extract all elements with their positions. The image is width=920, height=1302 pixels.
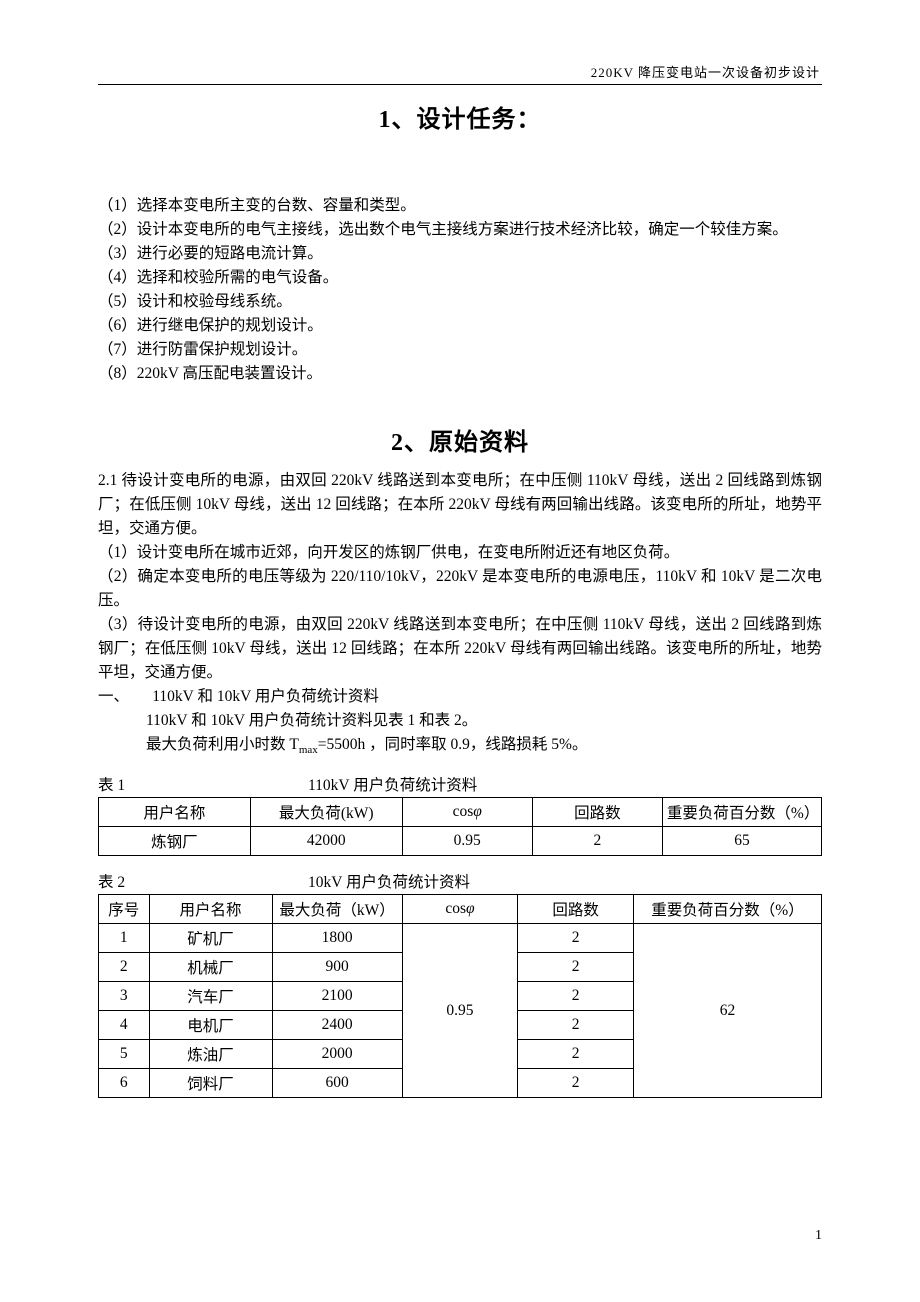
table2-caption: 10kV 用户负荷统计资料 [298, 870, 822, 892]
table2-col-name: 用户名称 [149, 895, 272, 924]
table1-header-row: 用户名称 最大负荷(kW) cosφ 回路数 重要负荷百分数（%） [99, 798, 822, 827]
table2-col-idx: 序号 [99, 895, 150, 924]
t2-name: 电机厂 [149, 1011, 272, 1040]
table1-cell-circuits: 2 [532, 827, 662, 856]
table2: 序号 用户名称 最大负荷（kW） cosφ 回路数 重要负荷百分数（%） 1 矿… [98, 894, 822, 1098]
task-item: （5）设计和校验母线系统。 [98, 290, 822, 314]
tmax-suffix: =5500h ，同时率取 0.9，线路损耗 5%。 [318, 736, 588, 753]
tmax-prefix: 最大负荷利用小时数 T [146, 736, 299, 753]
table1-col-load: 最大负荷(kW) [250, 798, 402, 827]
section-2-body: 2.1 待设计变电所的电源，由双回 220kV 线路送到本变电所；在中压侧 11… [98, 469, 822, 759]
table2-col-circuits: 回路数 [518, 895, 634, 924]
t2-idx: 6 [99, 1069, 150, 1098]
t2-idx: 1 [99, 924, 150, 953]
task-item: （7）进行防雷保护规划设计。 [98, 338, 822, 362]
task-item: （1）选择本变电所主变的台数、容量和类型。 [98, 194, 822, 218]
table2-caption-row: 表 2 10kV 用户负荷统计资料 [98, 870, 822, 892]
page-number: 1 [815, 1228, 822, 1244]
t2-load: 2000 [272, 1040, 402, 1069]
section-2-intro: 2.1 待设计变电所的电源，由双回 220kV 线路送到本变电所；在中压侧 11… [98, 469, 822, 541]
table1-cell-name: 炼钢厂 [99, 827, 251, 856]
t2-load: 1800 [272, 924, 402, 953]
section-2-p3: （3）待设计变电所的电源，由双回 220kV 线路送到本变电所；在中压侧 110… [98, 613, 822, 685]
subsection-one-line2: 最大负荷利用小时数 Tmax=5500h ，同时率取 0.9，线路损耗 5%。 [98, 733, 822, 759]
table2-label: 表 2 [98, 870, 298, 892]
t2-circ: 2 [518, 1011, 634, 1040]
table1-col-name: 用户名称 [99, 798, 251, 827]
section-2-p1: （1）设计变电所在城市近郊，向开发区的炼钢厂供电，在变电所附近还有地区负荷。 [98, 541, 822, 565]
table1-col-pct: 重要负荷百分数（%） [662, 798, 821, 827]
t2-name: 饲料厂 [149, 1069, 272, 1098]
table1-label: 表 1 [98, 773, 298, 795]
tmax-subscript: max [299, 744, 318, 756]
table2-col-load: 最大负荷（kW） [272, 895, 402, 924]
table1-caption-row: 表 1 110kV 用户负荷统计资料 [98, 773, 822, 795]
task-item: （6）进行继电保护的规划设计。 [98, 314, 822, 338]
running-header: 220KV 降压变电站一次设备初步设计 [98, 62, 822, 85]
t2-cos-merged: 0.95 [402, 924, 518, 1098]
section-1-list: （1）选择本变电所主变的台数、容量和类型。 （2）设计本变电所的电气主接线，选出… [98, 194, 822, 386]
t2-load: 900 [272, 953, 402, 982]
t2-name: 矿机厂 [149, 924, 272, 953]
subsection-one-line1: 110kV 和 10kV 用户负荷统计资料见表 1 和表 2。 [98, 709, 822, 733]
t2-circ: 2 [518, 924, 634, 953]
table2-row: 1 矿机厂 1800 0.95 2 62 [99, 924, 822, 953]
t2-name: 炼油厂 [149, 1040, 272, 1069]
t2-pct-merged: 62 [633, 924, 821, 1098]
t2-idx: 3 [99, 982, 150, 1011]
t2-load: 2400 [272, 1011, 402, 1040]
task-item: （8）220kV 高压配电装置设计。 [98, 362, 822, 386]
subsection-one-label: 一、 110kV 和 10kV 用户负荷统计资料 [98, 685, 822, 709]
table1-caption: 110kV 用户负荷统计资料 [298, 773, 822, 795]
table1-cell-cos: 0.95 [402, 827, 532, 856]
t2-circ: 2 [518, 1069, 634, 1098]
task-item: （4）选择和校验所需的电气设备。 [98, 266, 822, 290]
t2-circ: 2 [518, 953, 634, 982]
task-item: （3）进行必要的短路电流计算。 [98, 242, 822, 266]
table1-col-cos: cosφ [402, 798, 532, 827]
table2-header-row: 序号 用户名称 最大负荷（kW） cosφ 回路数 重要负荷百分数（%） [99, 895, 822, 924]
table1-data-row: 炼钢厂 42000 0.95 2 65 [99, 827, 822, 856]
t2-idx: 5 [99, 1040, 150, 1069]
section-2-p2: （2）确定本变电所的电压等级为 220/110/10kV，220kV 是本变电所… [98, 565, 822, 613]
table2-col-cos: cosφ [402, 895, 518, 924]
t2-idx: 2 [99, 953, 150, 982]
table1-cell-pct: 65 [662, 827, 821, 856]
t2-idx: 4 [99, 1011, 150, 1040]
section-1-title: 1、设计任务： [98, 99, 822, 134]
t2-circ: 2 [518, 982, 634, 1011]
table1-col-circuits: 回路数 [532, 798, 662, 827]
table1-cell-load: 42000 [250, 827, 402, 856]
t2-circ: 2 [518, 1040, 634, 1069]
page-body: 220KV 降压变电站一次设备初步设计 1、设计任务： （1）选择本变电所主变的… [0, 0, 920, 1138]
section-2-title: 2、原始资料 [98, 422, 822, 457]
t2-load: 2100 [272, 982, 402, 1011]
t2-name: 汽车厂 [149, 982, 272, 1011]
t2-name: 机械厂 [149, 953, 272, 982]
t2-load: 600 [272, 1069, 402, 1098]
task-item: （2）设计本变电所的电气主接线，选出数个电气主接线方案进行技术经济比较，确定一个… [98, 218, 822, 242]
table1: 用户名称 最大负荷(kW) cosφ 回路数 重要负荷百分数（%） 炼钢厂 42… [98, 797, 822, 856]
table2-col-pct: 重要负荷百分数（%） [633, 895, 821, 924]
